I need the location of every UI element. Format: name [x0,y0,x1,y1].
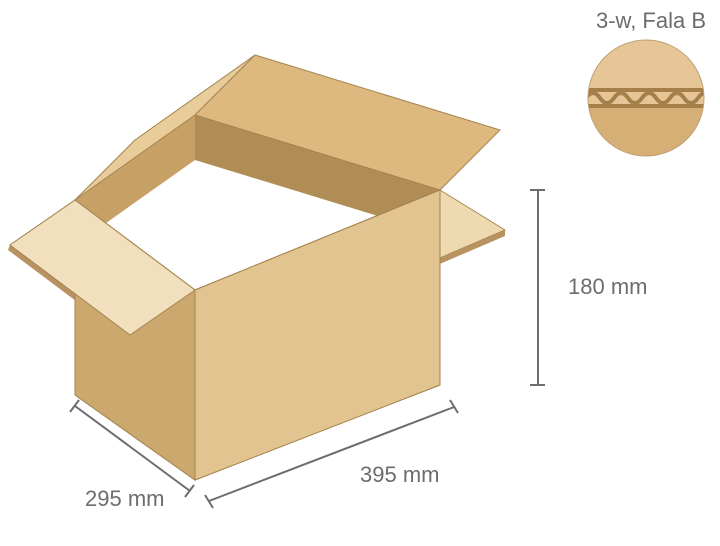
width-label: 295 mm [85,486,164,512]
box-front-face-2 [195,190,440,480]
height-guide [530,190,545,385]
layer-spec-circle [586,38,706,158]
height-label: 180 mm [568,274,647,300]
layer-spec-label: 3-w, Fala B [586,8,716,34]
length-label: 395 mm [360,462,439,488]
